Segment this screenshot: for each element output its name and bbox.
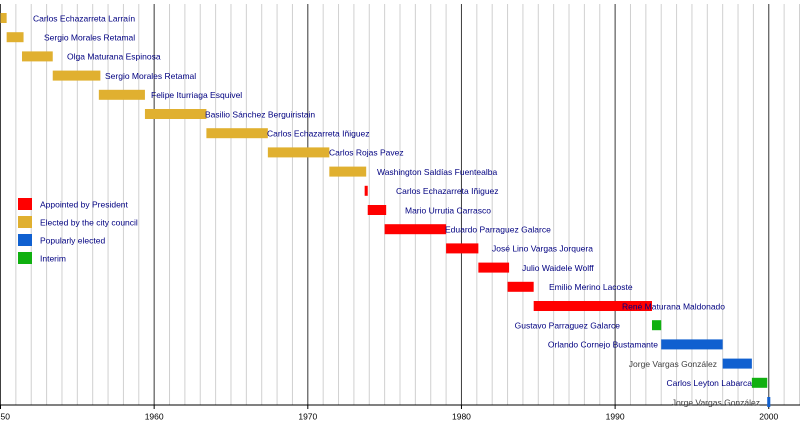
bar [446,243,479,254]
bar [267,147,330,158]
legend-label: Popularly elected [40,235,105,245]
legend-swatch [18,252,32,264]
legend-swatch [18,216,32,228]
bar [367,205,387,215]
bar [52,70,101,81]
bar [651,320,662,331]
bar-label: Jorge Vargas González [672,397,760,407]
legend-label: Elected by the city council [40,217,138,227]
bar [751,377,768,388]
bar [384,224,447,235]
legend-swatch [18,234,32,246]
bar [6,32,24,43]
bar [329,166,367,177]
bar-label: Carlos Echazarreta Iñiguez [396,186,499,196]
legend-swatch [18,198,32,210]
bar-label: Orlando Cornejo Bustamante [548,340,658,350]
bar-label: Mario Urrutia Carrasco [405,205,491,215]
bar [144,109,207,119]
bar [722,358,752,369]
legend-label: Interim [40,253,66,263]
bar [0,13,7,23]
bar-label: Basilio Sánchez Berguiristain [205,109,315,119]
bar-label: Carlos Echazarreta Larraín [33,13,135,23]
bar-label: Jorge Vargas González [629,359,717,369]
bar [767,397,771,407]
bar-label: Sergio Morales Retamal [105,71,196,81]
bar-label: José Lino Vargas Jorquera [492,244,593,254]
bar [364,185,368,196]
bar-label: Felipe Iturriaga Esquivel [151,90,242,100]
bar-label: Carlos Rojas Pavez [329,148,404,158]
x-tick-label: 1970 [298,411,317,421]
bar [206,128,268,139]
bar-label: Emilio Merino Lacoste [549,282,633,292]
bar [98,89,145,100]
bar-label: Carlos Echazarreta Iñiguez [267,128,370,138]
bar-label: Eduardo Parraguez Galarce [445,224,551,234]
x-tick-label: 1980 [452,411,471,421]
bar-label: René Maturana Maldonado [622,301,725,311]
bar [478,262,510,273]
bar [22,51,53,62]
x-tick-label: 1960 [145,411,164,421]
bar-label: Gustavo Parraguez Galarce [515,320,621,330]
bar-label: Washington Saldías Fuentealba [377,167,497,177]
bar-label: Sergio Morales Retamal [44,32,135,42]
legend-label: Appointed by President [40,199,129,209]
bar [533,301,652,311]
bar-label: Carlos Leyton Labarca [666,378,752,388]
x-tick-label: 1950 [0,411,10,421]
x-tick-label: 1990 [606,411,625,421]
bar [507,281,534,292]
bar-label: Julio Waidele Wolff [522,263,594,273]
bar [661,339,723,350]
x-tick-label: 2000 [759,411,778,421]
bar-label: Olga Maturana Espinosa [67,52,161,62]
